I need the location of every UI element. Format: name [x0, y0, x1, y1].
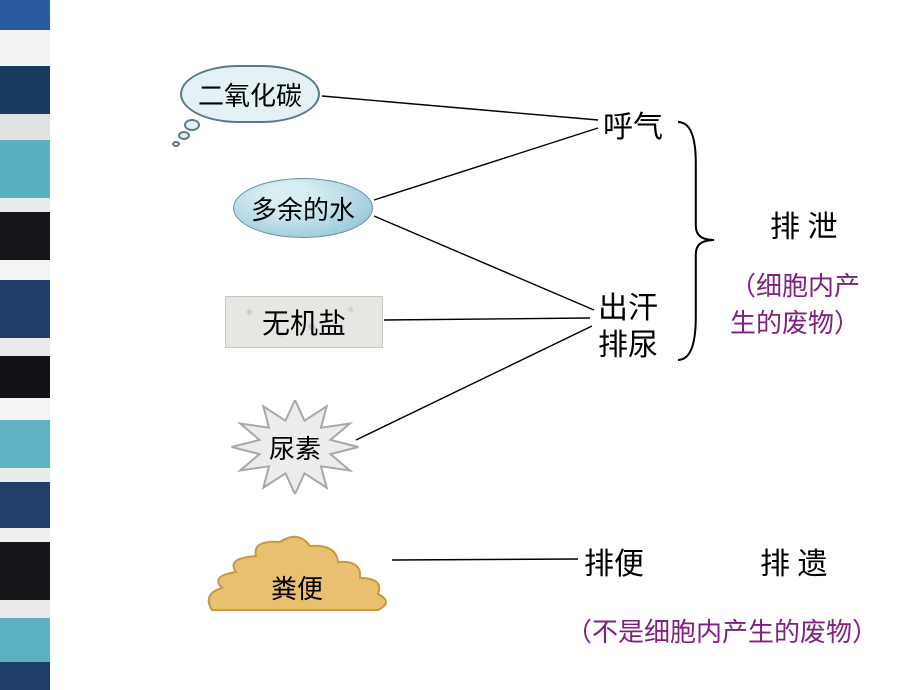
cloud-tail-icon — [184, 119, 200, 131]
node-co2-label: 二氧化碳 — [198, 76, 302, 113]
method-stool: 排便 — [584, 539, 644, 583]
cloud-tail-icon — [178, 131, 190, 140]
node-feces: 粪便 — [202, 530, 392, 618]
group-egestion-title: 排 遗 — [760, 539, 828, 583]
brace-excretion — [676, 120, 718, 366]
node-water-label: 多余的水 — [251, 190, 355, 227]
node-feces-label: 粪便 — [271, 569, 323, 606]
group-excretion-title: 排 泄 — [770, 202, 838, 246]
method-urine: 排尿 — [598, 320, 658, 364]
diagram-canvas: 二氧化碳 多余的水 无机盐 尿素 粪便 呼气 出汗 排尿 排便 排 泄 （细胞内… — [50, 0, 920, 690]
cloud-tail-icon — [172, 141, 180, 147]
group-excretion-note: （细胞内产 生的废物） — [730, 266, 860, 340]
node-salt-label: 无机盐 — [262, 302, 346, 342]
node-salt: 无机盐 — [225, 296, 383, 348]
presentation-stripe — [0, 0, 50, 690]
node-urea-label: 尿素 — [269, 429, 321, 466]
method-breath: 呼气 — [603, 102, 663, 146]
node-urea: 尿素 — [220, 400, 370, 494]
edges-svg — [50, 0, 920, 690]
node-water: 多余的水 — [233, 178, 373, 238]
node-co2: 二氧化碳 — [180, 65, 320, 123]
group-egestion-note: （不是细胞内产生的废物） — [566, 612, 878, 649]
